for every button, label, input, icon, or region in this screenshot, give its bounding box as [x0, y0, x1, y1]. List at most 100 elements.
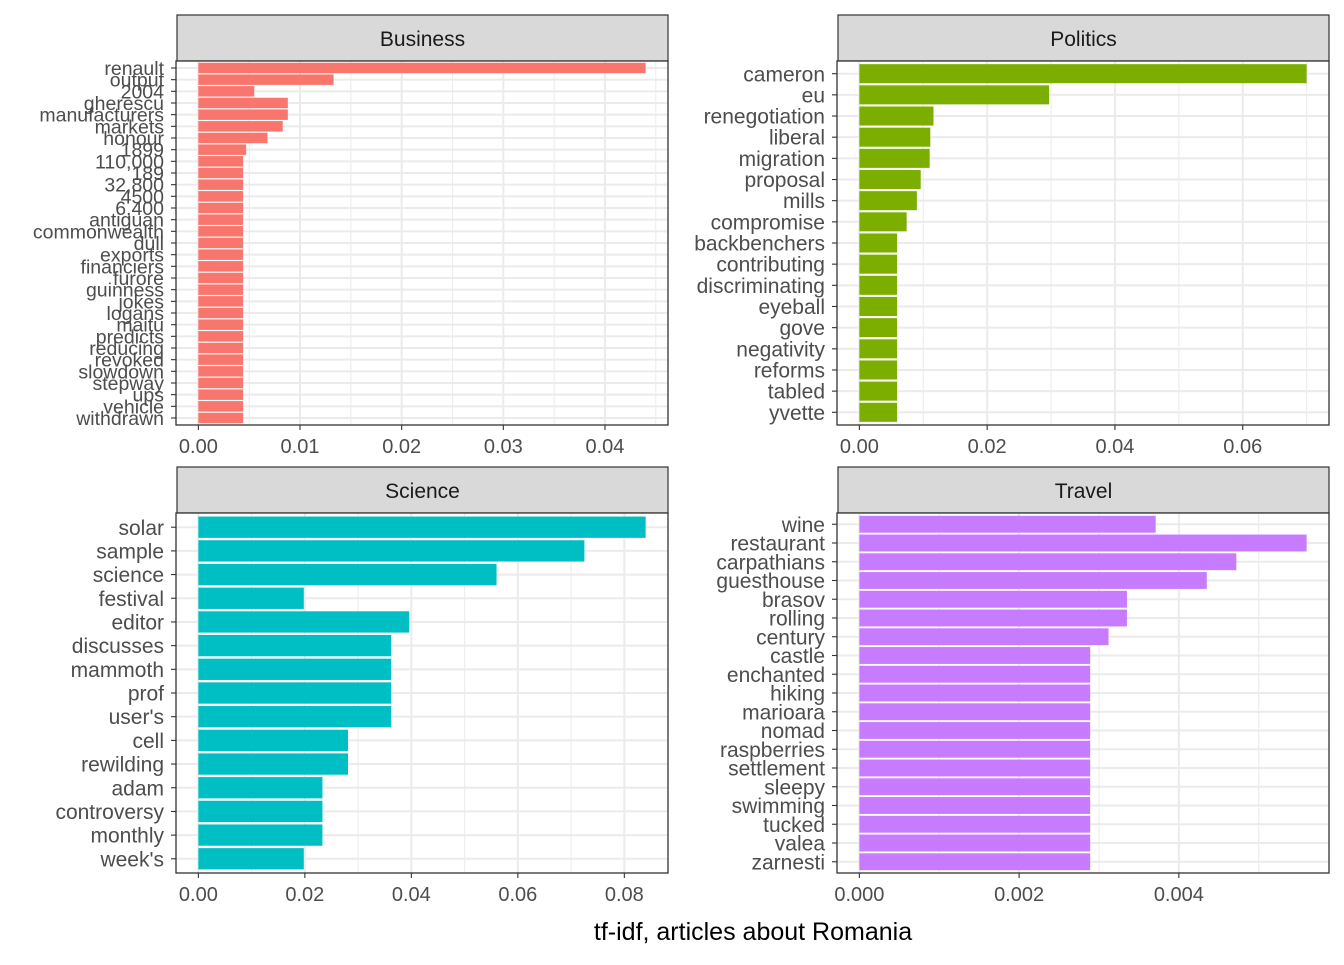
bar-32,800: [198, 179, 244, 190]
y-tick-label-commonwealth: commonwealth: [33, 221, 164, 243]
y-tick-label-enchanted: enchanted: [727, 664, 825, 687]
y-tick-label-antiguan: antiguan: [89, 210, 164, 232]
facet-strip-business: [176, 14, 669, 62]
x-tick-label: 0.08: [605, 884, 644, 906]
x-tick-label: 0.03: [484, 436, 523, 458]
bar-enchanted: [859, 665, 1091, 683]
bar-financiers: [198, 261, 244, 272]
y-tick-label-tucked: tucked: [763, 814, 825, 837]
y-tick-label-prof: prof: [128, 683, 164, 706]
bar-prof: [198, 682, 392, 704]
bar-slowdown: [198, 366, 244, 377]
bar-editor: [198, 611, 410, 633]
bar-zarnesti: [859, 853, 1091, 871]
x-axis-title: tf-idf, articles about Romania: [594, 918, 912, 946]
y-tick-label-tabled: tabled: [768, 381, 825, 404]
y-tick-label-proposal: proposal: [744, 169, 825, 192]
bar-liberal: [859, 127, 931, 147]
y-tick-label-century: century: [756, 626, 825, 649]
bar-settlement: [859, 759, 1091, 777]
bar-eyeball: [859, 296, 898, 317]
x-tick-label: 0.00: [179, 436, 218, 458]
bar-vehicle: [198, 401, 244, 412]
y-tick-label-restaurant: restaurant: [730, 533, 825, 556]
x-tick-label: 0.02: [968, 436, 1007, 458]
bar-science: [198, 563, 497, 586]
y-tick-label-1899: 1899: [121, 140, 164, 162]
y-tick-label-mills: mills: [783, 190, 825, 213]
y-tick-label-manufacturers: manufacturers: [39, 105, 164, 127]
bar-marioara: [859, 703, 1091, 721]
facet-title-travel: Travel: [1055, 480, 1113, 503]
bar-negativity: [859, 339, 898, 359]
x-tick-label: 0.06: [1223, 436, 1262, 458]
y-tick-label-honour: honour: [103, 128, 164, 150]
bar-exports: [198, 249, 244, 260]
bar-revoked: [198, 354, 244, 365]
bar-valea: [859, 834, 1091, 852]
y-tick-label-raspberries: raspberries: [720, 739, 825, 762]
y-tick-label-stepway: stepway: [92, 373, 164, 395]
y-tick-label-gove: gove: [779, 317, 825, 340]
x-tick-label: 0.04: [586, 436, 625, 458]
bar-cameron: [859, 64, 1307, 84]
y-tick-label-withdrawn: withdrawn: [75, 408, 164, 430]
bar-tucked: [859, 815, 1091, 833]
bar-compromise: [859, 212, 907, 232]
x-tick-label: 0.02: [382, 436, 421, 458]
bar-manufacturers: [198, 109, 288, 120]
y-tick-label-monthly: monthly: [90, 825, 164, 848]
bar-commonwealth: [198, 226, 244, 237]
bar-predicts: [198, 331, 244, 342]
x-tick-label: 0.00: [179, 884, 218, 906]
y-tick-label-user's: user's: [109, 706, 164, 729]
y-tick-label-compromise: compromise: [711, 211, 825, 234]
facet-strip-travel: [837, 466, 1330, 514]
bar-markets: [198, 121, 283, 132]
bar-proposal: [859, 169, 921, 190]
y-tick-label-renegotiation: renegotiation: [704, 106, 825, 129]
y-tick-label-carpathians: carpathians: [716, 551, 825, 574]
bar-stepway: [198, 377, 244, 389]
bar-restaurant: [859, 534, 1307, 552]
y-tick-label-mammoth: mammoth: [71, 659, 164, 682]
bar-adam: [198, 777, 323, 799]
bar-carpathians: [859, 553, 1237, 571]
bar-controversy: [198, 800, 323, 823]
y-tick-label-guesthouse: guesthouse: [716, 570, 825, 593]
bar-189: [198, 167, 244, 179]
y-tick-label-markets: markets: [95, 116, 165, 138]
y-tick-label-rolling: rolling: [769, 608, 825, 631]
bar-mills: [859, 191, 917, 211]
y-tick-label-cell: cell: [132, 730, 164, 753]
y-tick-label-hiking: hiking: [770, 683, 825, 706]
bar-solar: [198, 516, 646, 538]
y-tick-label-guinness: guinness: [86, 280, 164, 302]
bar-rolling: [859, 609, 1127, 627]
bar-hiking: [859, 684, 1091, 702]
x-tick-label: 0.04: [392, 884, 431, 906]
y-tick-label-festival: festival: [99, 588, 164, 611]
y-tick-label-zarnesti: zarnesti: [751, 851, 825, 874]
bar-furore: [198, 272, 244, 284]
y-tick-label-furore: furore: [113, 268, 164, 290]
bar-ups: [198, 389, 244, 400]
y-tick-label-110,000: 110,000: [95, 151, 164, 173]
bar-withdrawn: [198, 412, 244, 424]
y-tick-label-discriminating: discriminating: [697, 275, 825, 298]
x-tick-label: 0.02: [285, 884, 324, 906]
y-tick-label-brasov: brasov: [762, 589, 826, 612]
bar-renault: [198, 62, 646, 74]
bar-4500: [198, 191, 244, 202]
facet-strip-politics: [837, 14, 1330, 62]
y-tick-label-32,800: 32,800: [104, 175, 164, 197]
y-tick-label-solar: solar: [118, 517, 164, 540]
facet-title-politics: Politics: [1050, 28, 1117, 51]
y-tick-label-adam: adam: [111, 777, 164, 800]
y-tick-label-maitu: maitu: [116, 315, 164, 337]
bar-contributing: [859, 254, 898, 274]
bar-6,400: [198, 202, 244, 214]
y-tick-label-dull: dull: [134, 233, 164, 255]
y-tick-label-marioara: marioara: [742, 701, 825, 724]
